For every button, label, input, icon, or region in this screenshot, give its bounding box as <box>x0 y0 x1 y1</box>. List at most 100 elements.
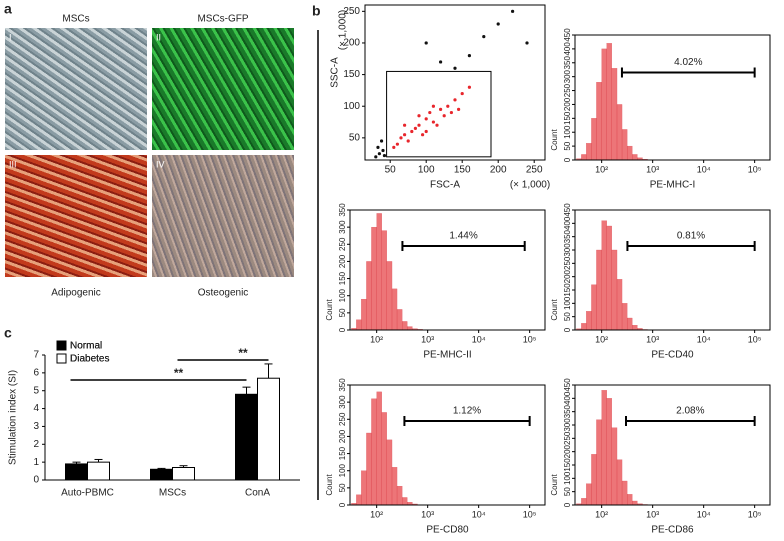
y-tick-label: 6 <box>33 367 39 378</box>
point <box>413 126 417 130</box>
x-tick-label: 10³ <box>646 334 659 344</box>
y-tick-label: 200 <box>563 97 572 111</box>
x-tick-label: 100 <box>418 165 435 176</box>
y-tick-label: 250 <box>563 431 572 445</box>
y-tick-label: 100 <box>563 125 572 139</box>
plot-frame <box>574 209 771 331</box>
significance-label: ** <box>174 366 184 380</box>
y-tick-label: 100 <box>343 101 360 112</box>
image-numeral: II <box>156 32 161 42</box>
point <box>460 91 464 96</box>
y-tick-label: 50 <box>338 308 347 317</box>
gate <box>386 70 492 158</box>
micrograph <box>5 28 147 150</box>
point <box>424 41 428 45</box>
histogram-bar <box>396 485 403 506</box>
plot-frame <box>574 34 771 161</box>
histogram-bar <box>586 143 592 161</box>
histogram-bar <box>632 500 638 506</box>
histogram-bar <box>626 317 633 331</box>
histogram-bar <box>381 412 387 506</box>
point <box>467 54 471 58</box>
y-tick-label: 300 <box>338 220 347 234</box>
histogram-bar <box>396 309 403 331</box>
histogram-bar <box>626 145 633 161</box>
y-tick-label: 350 <box>338 378 347 392</box>
plot-frame <box>364 4 546 161</box>
point <box>410 129 414 134</box>
point <box>379 139 384 143</box>
x-tick-label: 10² <box>595 334 608 344</box>
y-tick-label: 350 <box>563 56 572 70</box>
x-axis-label: FSC-A <box>430 180 460 191</box>
x-tick-label: ConA <box>245 488 270 499</box>
y-tick-label: 0 <box>563 157 572 162</box>
histogram-bar <box>616 279 623 331</box>
y-axis-label: Count <box>325 299 334 321</box>
x-axis-label: PE-CD86 <box>651 525 694 536</box>
histogram-bar <box>632 154 638 161</box>
x-tick-label: 10⁴ <box>472 509 486 519</box>
y-axis-label: Count <box>550 129 559 151</box>
point <box>435 123 439 127</box>
point <box>382 153 387 158</box>
point <box>453 98 457 102</box>
histogram-bar <box>601 390 607 506</box>
x-tick-label: Auto-PBMC <box>61 488 114 499</box>
point <box>395 142 399 146</box>
point <box>453 66 457 70</box>
y-tick-label: 300 <box>563 243 572 257</box>
histogram-bar <box>606 398 612 506</box>
point <box>439 107 443 111</box>
x-tick-label: 10⁴ <box>472 334 486 344</box>
point <box>392 145 396 149</box>
histogram-bar <box>596 419 602 506</box>
y-tick-label: 200 <box>338 254 347 268</box>
y-tick-label: 150 <box>338 271 347 285</box>
y-tick-label: 250 <box>563 83 572 97</box>
image-title: MSCs-GFP <box>197 14 248 25</box>
y-axis-label: Count <box>325 474 334 496</box>
histogram-bar <box>601 220 607 331</box>
y-tick-label: 7 <box>33 350 39 361</box>
y-tick-label: 450 <box>563 203 572 217</box>
y-tick-label: 400 <box>563 391 572 405</box>
y-tick-label: 100 <box>563 471 572 485</box>
point <box>431 120 435 124</box>
histogram-bar <box>616 104 623 161</box>
y-tick-label: 100 <box>338 288 347 302</box>
y-tick-label: 200 <box>563 444 572 458</box>
point <box>449 110 453 115</box>
micrograph <box>152 28 294 150</box>
histogram-bar <box>407 326 413 331</box>
histogram-bar <box>616 459 623 506</box>
x-tick-label: 150 <box>454 165 471 176</box>
histogram-bar <box>581 154 587 161</box>
bar <box>257 377 280 481</box>
point <box>496 22 500 26</box>
histogram-bar <box>386 439 393 506</box>
histogram-bar <box>606 43 612 161</box>
histogram-bar <box>376 213 382 331</box>
panel-letter: a <box>4 1 12 17</box>
histogram-bar <box>356 319 362 331</box>
bar <box>235 393 258 481</box>
micrograph <box>152 155 294 277</box>
point <box>417 114 421 118</box>
histogram-bar <box>601 48 607 161</box>
x-tick-label: 10² <box>595 164 608 174</box>
histogram-bar <box>356 494 362 506</box>
image-title: MSCs <box>62 14 89 25</box>
y-tick-label: 150 <box>563 458 572 472</box>
point <box>424 117 428 121</box>
legend-label: Diabetes <box>70 354 109 365</box>
histogram-bar <box>376 391 382 506</box>
legend-label: Normal <box>70 341 102 352</box>
point <box>467 85 471 89</box>
y-tick-label: 50 <box>563 312 572 321</box>
y-tick-label: 100 <box>563 296 572 310</box>
y-tick-label: 300 <box>338 395 347 409</box>
plot-frame <box>574 384 771 506</box>
y-tick-label: 300 <box>563 69 572 83</box>
